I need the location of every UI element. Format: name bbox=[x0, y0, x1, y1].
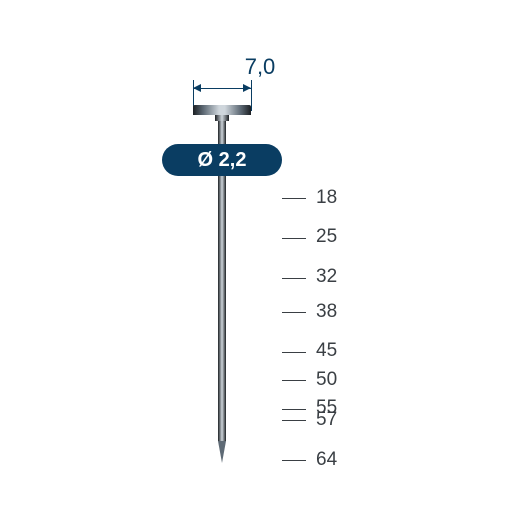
length-label: 45 bbox=[316, 340, 337, 362]
head-dim-tick-right bbox=[251, 80, 252, 111]
length-tick bbox=[282, 380, 306, 381]
diameter-pill: Ø 2,2 bbox=[162, 144, 282, 176]
length-tick bbox=[282, 420, 306, 421]
length-tick bbox=[282, 460, 306, 461]
length-tick bbox=[282, 238, 306, 239]
length-label: 50 bbox=[316, 369, 337, 391]
length-label: 64 bbox=[316, 449, 337, 471]
length-label: 32 bbox=[316, 266, 337, 288]
length-label: 38 bbox=[316, 301, 337, 323]
length-tick bbox=[282, 312, 306, 313]
head-dim-arrow-right bbox=[243, 84, 251, 92]
length-label: 18 bbox=[316, 187, 337, 209]
length-tick bbox=[282, 409, 306, 410]
head-dim-arrow-left bbox=[193, 84, 201, 92]
length-tick bbox=[282, 352, 306, 353]
length-tick bbox=[282, 198, 306, 199]
length-label: 25 bbox=[316, 226, 337, 248]
length-label: 57 bbox=[316, 409, 337, 431]
nail-tip bbox=[218, 441, 226, 463]
nail-head bbox=[193, 105, 251, 115]
head-width-label: 7,0 bbox=[0, 54, 520, 80]
length-tick bbox=[282, 278, 306, 279]
